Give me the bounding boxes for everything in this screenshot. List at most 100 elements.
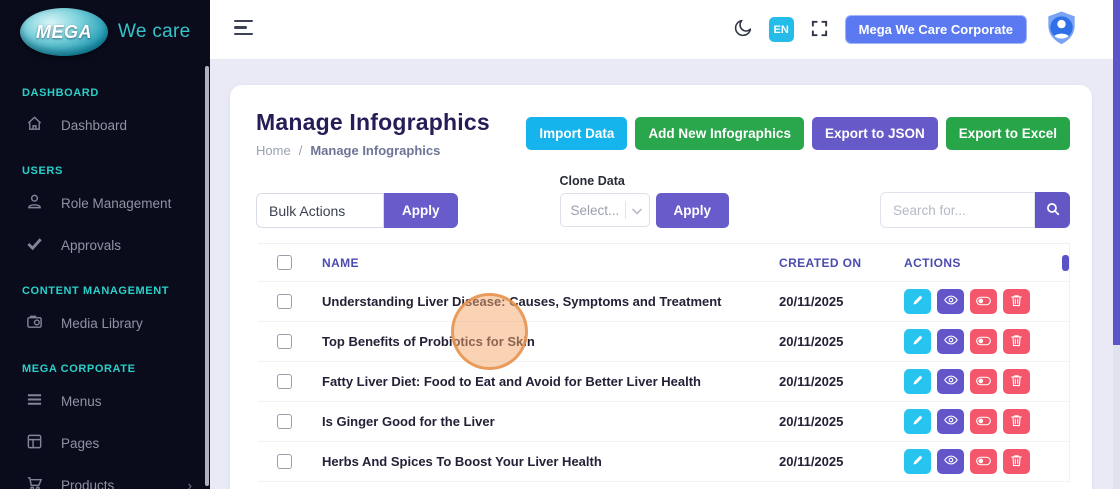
sidebar-item-label: Dashboard <box>61 117 128 133</box>
clone-data-select[interactable]: Select... <box>559 193 650 227</box>
chevron-right-icon: › <box>187 477 192 489</box>
clone-data-group: Clone Data Select... Apply <box>559 174 730 228</box>
logo-tagline: We care <box>118 21 191 42</box>
toggle-status-button[interactable] <box>970 289 997 314</box>
select-divider <box>624 201 626 219</box>
row-name: Understanding Liver Disease: Causes, Sym… <box>322 294 722 309</box>
account-button[interactable]: Mega We Care Corporate <box>844 15 1027 44</box>
user-avatar[interactable] <box>1043 9 1080 50</box>
row-checkbox[interactable] <box>276 374 292 389</box>
layout-icon <box>26 433 43 453</box>
brand-logo[interactable]: MEGA We care <box>0 0 210 64</box>
eye-icon <box>943 334 958 349</box>
delete-button[interactable] <box>1003 409 1030 434</box>
toggle-status-button[interactable] <box>970 409 997 434</box>
card-header: Manage Infographics Home / Manage Infogr… <box>230 85 1092 158</box>
language-selector[interactable]: EN <box>768 17 794 42</box>
toggle-icon <box>976 294 991 309</box>
moon-icon <box>732 18 753 42</box>
row-name: Herbs And Spices To Boost Your Liver Hea… <box>322 454 602 469</box>
search-button[interactable] <box>1035 192 1070 228</box>
toggle-icon <box>976 374 991 389</box>
view-button[interactable] <box>937 449 964 474</box>
fullscreen-button[interactable] <box>810 19 829 41</box>
sidebar-item-products[interactable]: Products › <box>0 464 210 489</box>
trash-icon <box>1011 414 1022 430</box>
toggle-icon <box>976 334 991 349</box>
page-scrollbar[interactable] <box>1113 0 1120 489</box>
toggle-icon <box>976 454 991 469</box>
clone-apply-button[interactable]: Apply <box>655 193 730 228</box>
edit-button[interactable] <box>904 289 931 314</box>
edit-button[interactable] <box>904 409 931 434</box>
fullscreen-icon <box>810 19 829 41</box>
sidebar-scrollbar[interactable] <box>205 66 209 486</box>
sidebar-item-media-library[interactable]: Media Library <box>0 302 210 344</box>
view-button[interactable] <box>937 289 964 314</box>
page-scrollbar-thumb[interactable] <box>1113 0 1120 345</box>
edit-button[interactable] <box>904 369 931 394</box>
breadcrumb: Home / Manage Infographics <box>256 143 490 158</box>
sidebar-item-role-management[interactable]: Role Management <box>0 182 210 224</box>
sidebar-item-label: Menus <box>61 393 102 409</box>
table-header-row: NAME CREATED ON ACTIONS <box>258 244 1069 282</box>
delete-button[interactable] <box>1003 369 1030 394</box>
toggle-status-button[interactable] <box>970 329 997 354</box>
trash-icon <box>1011 334 1022 350</box>
bulk-actions-select[interactable]: Bulk Actions <box>256 193 384 228</box>
row-checkbox[interactable] <box>276 294 292 309</box>
delete-button[interactable] <box>1003 289 1030 314</box>
select-all-checkbox[interactable] <box>276 255 292 270</box>
table-row: Herbs And Spices To Boost Your Liver Hea… <box>258 442 1069 482</box>
toggle-icon <box>976 414 991 429</box>
main-content: Manage Infographics Home / Manage Infogr… <box>210 60 1120 489</box>
table-scrollbar-thumb[interactable] <box>1062 255 1069 271</box>
menu-toggle-icon[interactable] <box>234 19 254 40</box>
breadcrumb-home[interactable]: Home <box>256 143 291 158</box>
page-title: Manage Infographics <box>256 109 490 135</box>
row-name: Top Benefits of Probiotics for Skin <box>322 334 535 349</box>
row-created-on: 20/11/2025 <box>779 334 844 349</box>
delete-button[interactable] <box>1003 449 1030 474</box>
row-name: Is Ginger Good for the Liver <box>322 414 495 429</box>
row-checkbox[interactable] <box>276 334 292 349</box>
table-controls: Bulk Actions Apply Clone Data Select... … <box>230 174 1092 228</box>
eye-icon <box>943 374 958 389</box>
mega-logo-ellipse: MEGA <box>20 8 108 56</box>
edit-button[interactable] <box>904 449 931 474</box>
search-icon <box>1046 202 1060 219</box>
column-header-created-on: CREATED ON <box>779 255 862 270</box>
table-row: Understanding Liver Disease: Causes, Sym… <box>258 282 1069 322</box>
toggle-status-button[interactable] <box>970 369 997 394</box>
search-input[interactable] <box>880 192 1035 228</box>
view-button[interactable] <box>937 369 964 394</box>
breadcrumb-separator: / <box>298 143 303 158</box>
import-data-button[interactable]: Import Data <box>526 117 628 150</box>
sidebar-item-menus[interactable]: Menus <box>0 380 210 422</box>
toggle-status-button[interactable] <box>970 449 997 474</box>
sidebar-item-pages[interactable]: Pages <box>0 422 210 464</box>
edit-button[interactable] <box>904 329 931 354</box>
eye-icon <box>943 414 958 429</box>
delete-button[interactable] <box>1003 329 1030 354</box>
view-button[interactable] <box>937 409 964 434</box>
add-new-infographics-button[interactable]: Add New Infographics <box>635 117 804 150</box>
column-header-actions: ACTIONS <box>904 255 961 270</box>
sidebar-item-dashboard[interactable]: Dashboard <box>0 104 210 146</box>
bulk-apply-button[interactable]: Apply <box>384 193 458 228</box>
export-json-button[interactable]: Export to JSON <box>811 117 938 150</box>
view-button[interactable] <box>937 329 964 354</box>
export-excel-button[interactable]: Export to Excel <box>945 117 1070 150</box>
row-checkbox[interactable] <box>276 414 292 429</box>
column-header-name: NAME <box>322 255 359 270</box>
bulk-actions-group: Bulk Actions Apply <box>256 193 458 228</box>
row-checkbox[interactable] <box>276 454 292 469</box>
trash-icon <box>1011 294 1022 310</box>
section-header-content-management: CONTENT MANAGEMENT <box>22 285 170 297</box>
sidebar-item-approvals[interactable]: Approvals <box>0 224 210 266</box>
header-buttons: Import Data Add New Infographics Export … <box>526 117 1070 150</box>
avatar-shield-icon <box>1043 11 1080 50</box>
topbar: EN Mega We Care Corporate <box>210 0 1120 60</box>
dark-mode-toggle[interactable] <box>732 18 753 42</box>
table-row: Fatty Liver Diet: Food to Eat and Avoid … <box>258 362 1069 402</box>
